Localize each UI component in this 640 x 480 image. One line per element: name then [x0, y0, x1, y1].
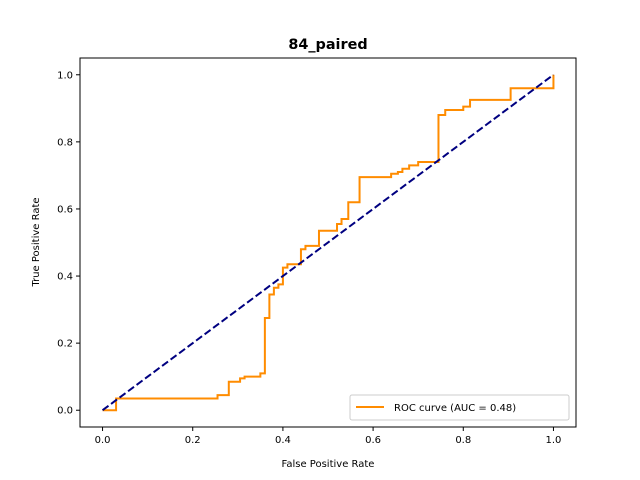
x-tick-label: 0.8 — [455, 435, 471, 446]
x-axis: 0.0 0.2 0.4 0.6 0.8 1.0 — [95, 427, 562, 446]
y-tick-label: 0.4 — [57, 272, 73, 283]
chance-diagonal-line — [101, 73, 555, 412]
x-tick-label: 0.0 — [95, 435, 111, 446]
legend-label: ROC curve (AUC = 0.48) — [394, 403, 516, 414]
y-tick-label: 0.2 — [57, 339, 73, 350]
legend: ROC curve (AUC = 0.48) — [349, 394, 570, 421]
x-axis-label: False Positive Rate — [282, 459, 375, 470]
roc-curve-line — [102, 74, 555, 412]
plot-area — [101, 73, 555, 412]
legend-box — [349, 394, 570, 421]
y-axis-label: True Positive Rate — [31, 197, 42, 287]
chart-title: 84_paired — [288, 37, 367, 53]
x-tick-label: 1.0 — [546, 435, 562, 446]
y-axis: 0.0 0.2 0.4 0.6 0.8 1.0 — [57, 70, 80, 417]
x-tick-label: 0.4 — [275, 435, 291, 446]
y-tick-label: 0.6 — [57, 204, 73, 215]
y-tick-label: 1.0 — [57, 70, 73, 81]
axes-frame — [79, 57, 577, 428]
x-tick-label: 0.6 — [365, 435, 381, 446]
x-tick-label: 0.2 — [185, 435, 201, 446]
y-tick-label: 0.0 — [57, 406, 73, 417]
y-tick-label: 0.8 — [57, 137, 73, 148]
